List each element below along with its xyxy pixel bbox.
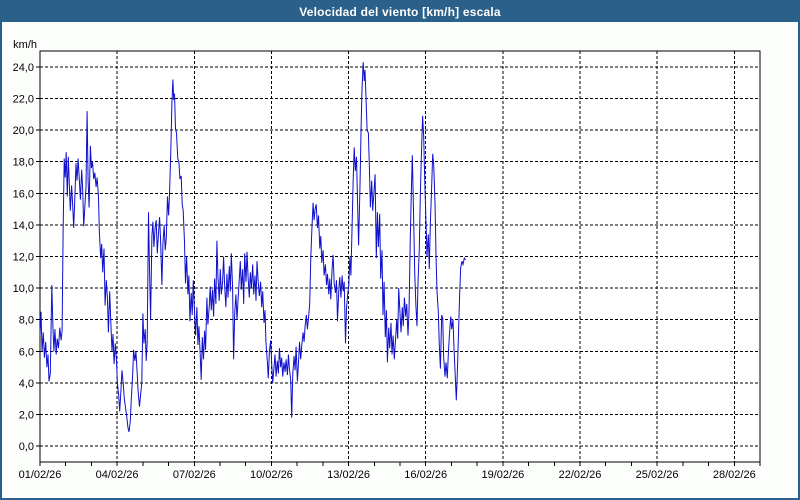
y-tick-label: 2,0: [19, 410, 34, 422]
y-tick-label: 24,0: [13, 62, 34, 74]
y-tick-label: 12,0: [13, 252, 34, 264]
chart-title: Velocidad del viento [km/h] escala: [299, 5, 501, 19]
y-axis-unit-label: km/h: [13, 39, 37, 51]
y-tick-label: 8,0: [19, 315, 34, 327]
x-tick-label: 07/02/26: [173, 469, 216, 481]
x-tick-label: 28/02/26: [713, 469, 756, 481]
wind-speed-series: [39, 62, 466, 433]
x-tick-label: 22/02/26: [559, 469, 602, 481]
y-tick-label: 22,0: [13, 93, 34, 105]
y-tick-label: 14,0: [13, 220, 34, 232]
y-tick-label: 20,0: [13, 125, 34, 137]
y-tick-label: 0,0: [19, 441, 34, 453]
y-tick-label: 10,0: [13, 283, 34, 295]
wind-speed-line-chart: 0,0 2,0 4,0 6,0 8,0 10,0 12,0 14,0 16,0 18,0 20,0 2…: [13, 39, 761, 481]
y-tick-label: 18,0: [13, 157, 34, 169]
x-tick-label: 04/02/26: [96, 469, 139, 481]
x-tick-label: 01/02/26: [19, 469, 62, 481]
window-title-bar: Velocidad del viento [km/h] escala: [2, 2, 798, 22]
x-tick-label: 13/02/26: [327, 469, 370, 481]
x-tick-label: 19/02/26: [481, 469, 524, 481]
y-tick-label: 4,0: [19, 378, 34, 390]
x-tick-label: 10/02/26: [250, 469, 293, 481]
chart-area: 0,0 2,0 4,0 6,0 8,0 10,0 12,0 14,0 16,0 18,0 20,0 2…: [2, 22, 798, 498]
y-tick-label: 16,0: [13, 188, 34, 200]
y-tick-label: 6,0: [19, 346, 34, 358]
x-tick-label: 16/02/26: [404, 469, 447, 481]
x-tick-label: 25/02/26: [636, 469, 679, 481]
